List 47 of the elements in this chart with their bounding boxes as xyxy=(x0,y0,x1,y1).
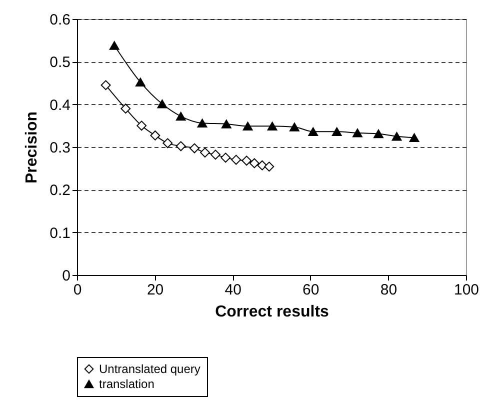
point xyxy=(332,127,342,136)
point xyxy=(190,143,200,154)
y-tick-label: 0.3 xyxy=(50,140,70,156)
x-tick-label: 100 xyxy=(454,282,480,298)
x-tick-label: 20 xyxy=(146,282,164,298)
point xyxy=(176,112,186,121)
x-tick-label: 60 xyxy=(302,282,320,298)
y-axis-title: Precision xyxy=(24,111,41,184)
point xyxy=(242,156,252,166)
y-tick-label: 0 xyxy=(62,268,70,284)
point xyxy=(176,141,186,152)
point xyxy=(109,41,120,50)
point xyxy=(392,132,402,141)
point xyxy=(374,129,384,138)
point xyxy=(289,122,300,132)
point xyxy=(409,133,420,142)
point xyxy=(136,120,147,131)
point xyxy=(264,162,274,172)
x-axis-title: Correct results xyxy=(215,304,330,320)
point xyxy=(100,80,111,90)
point xyxy=(210,150,220,160)
x-tick-label: 40 xyxy=(224,282,242,298)
point xyxy=(135,78,146,87)
y-tick-label: 0.2 xyxy=(50,182,70,200)
legend-label: translation xyxy=(99,377,154,391)
point xyxy=(267,122,278,130)
point xyxy=(200,148,210,158)
point xyxy=(308,127,318,136)
x-tick-label: 80 xyxy=(380,282,398,298)
point xyxy=(197,118,208,128)
point xyxy=(220,152,231,163)
point xyxy=(257,160,268,170)
y-tick-label: 0.1 xyxy=(50,224,70,242)
point xyxy=(157,100,168,108)
y-tick-label: 0.4 xyxy=(50,96,70,114)
point xyxy=(231,154,242,165)
point xyxy=(162,138,173,148)
point xyxy=(242,122,253,130)
point xyxy=(221,120,232,128)
point xyxy=(249,158,260,168)
point xyxy=(120,104,131,114)
legend-label: Untranslated query xyxy=(99,362,200,376)
point xyxy=(352,128,362,138)
y-tick-label: 0.6 xyxy=(50,12,70,28)
x-tick-label: 0 xyxy=(73,282,82,298)
point xyxy=(150,130,160,140)
y-tick-label: 0.5 xyxy=(50,54,70,72)
